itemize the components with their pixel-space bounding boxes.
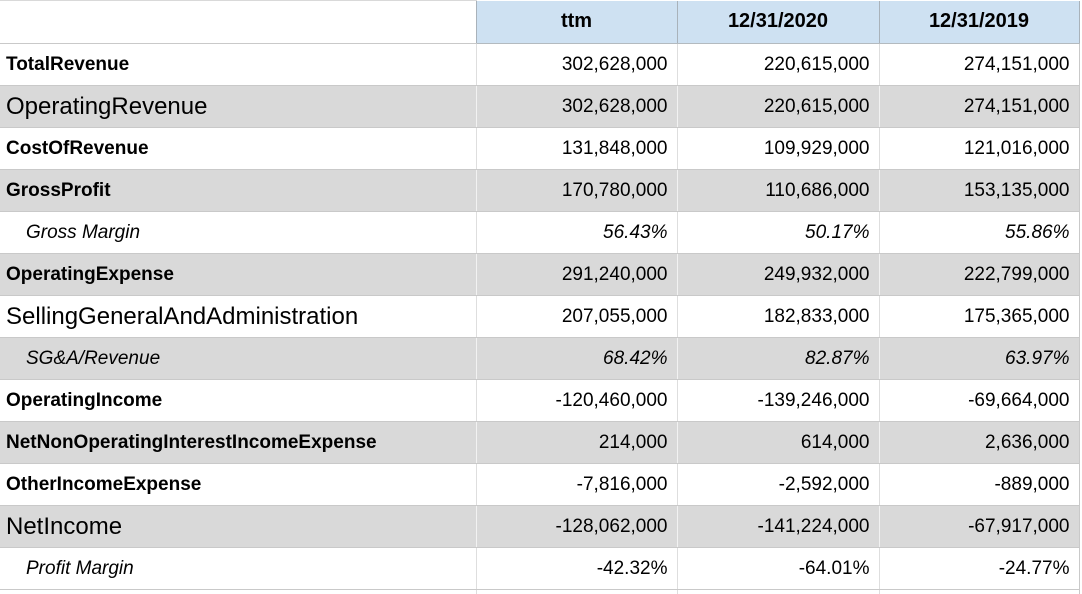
table-row: OperatingExpense 291,240,000 249,932,000… (0, 253, 1080, 296)
cell-value[interactable]: -64.01% (676, 547, 879, 590)
cell-value[interactable]: 220,615,000 (676, 85, 879, 128)
cell-value[interactable]: 121,016,000 (878, 127, 1080, 170)
cell-value[interactable]: 302,628,000 (475, 85, 677, 128)
cell-value[interactable]: 109,929,000 (676, 127, 879, 170)
cell-value[interactable]: -128,062,000 (475, 505, 677, 548)
cell-value[interactable]: 182,833,000 (676, 295, 879, 338)
cell-value[interactable]: 131,848,000 (475, 127, 677, 170)
table-row: CostOfRevenue 131,848,000 109,929,000 12… (0, 127, 1080, 170)
cell-value[interactable]: 56.43% (475, 211, 677, 254)
cell-value[interactable]: 50.17% (676, 211, 879, 254)
cell-value[interactable]: -24.77% (878, 547, 1080, 590)
row-label[interactable]: GrossProfit (0, 169, 476, 212)
table-row: SellingGeneralAndAdministration 207,055,… (0, 295, 1080, 338)
cell-value[interactable]: 153,135,000 (878, 169, 1080, 212)
partial-value-cell (878, 589, 1080, 594)
table-row: Gross Margin 56.43% 50.17% 55.86% (0, 211, 1080, 254)
cell-value[interactable]: 2,636,000 (878, 421, 1080, 464)
cell-value[interactable]: 55.86% (878, 211, 1080, 254)
cell-value[interactable]: 175,365,000 (878, 295, 1080, 338)
header-row: ttm 12/31/2020 12/31/2019 (0, 0, 1080, 44)
cell-value[interactable]: 207,055,000 (475, 295, 677, 338)
table-row: TotalRevenue 302,628,000 220,615,000 274… (0, 43, 1080, 86)
row-label[interactable]: TotalRevenue (0, 43, 476, 86)
header-cell-2020[interactable]: 12/31/2020 (676, 0, 879, 44)
row-label[interactable]: OtherIncomeExpense (0, 463, 476, 506)
row-label[interactable]: OperatingExpense (0, 253, 476, 296)
row-label[interactable]: NetIncome (0, 505, 476, 548)
cell-value[interactable]: 220,615,000 (676, 43, 879, 86)
table-body: TotalRevenue 302,628,000 220,615,000 274… (0, 43, 1080, 590)
partial-value-cell (475, 589, 677, 594)
table-row: OperatingRevenue 302,628,000 220,615,000… (0, 85, 1080, 128)
table-row: NetNonOperatingInterestIncomeExpense 214… (0, 421, 1080, 464)
cell-value[interactable]: 68.42% (475, 337, 677, 380)
row-label[interactable]: OperatingIncome (0, 379, 476, 422)
row-label[interactable]: Gross Margin (0, 211, 476, 254)
cell-value[interactable]: 110,686,000 (676, 169, 879, 212)
table-row: NetIncome -128,062,000 -141,224,000 -67,… (0, 505, 1080, 548)
partial-value-cell (676, 589, 879, 594)
cell-value[interactable]: 222,799,000 (878, 253, 1080, 296)
cell-value[interactable]: 214,000 (475, 421, 677, 464)
partial-next-row (0, 589, 1080, 594)
row-label[interactable]: SG&A/Revenue (0, 337, 476, 380)
table-row: Profit Margin -42.32% -64.01% -24.77% (0, 547, 1080, 590)
cell-value[interactable]: -67,917,000 (878, 505, 1080, 548)
cell-value[interactable]: -7,816,000 (475, 463, 677, 506)
cell-value[interactable]: 614,000 (676, 421, 879, 464)
cell-value[interactable]: 63.97% (878, 337, 1080, 380)
cell-value[interactable]: 302,628,000 (475, 43, 677, 86)
table-row: OperatingIncome -120,460,000 -139,246,00… (0, 379, 1080, 422)
cell-value[interactable]: -69,664,000 (878, 379, 1080, 422)
header-corner-cell[interactable] (0, 0, 476, 44)
cell-value[interactable]: -2,592,000 (676, 463, 879, 506)
cell-value[interactable]: 170,780,000 (475, 169, 677, 212)
cell-value[interactable]: -139,246,000 (676, 379, 879, 422)
cell-value[interactable]: -42.32% (475, 547, 677, 590)
cell-value[interactable]: -120,460,000 (475, 379, 677, 422)
header-cell-ttm[interactable]: ttm (475, 0, 677, 44)
cell-value[interactable]: 274,151,000 (878, 43, 1080, 86)
cell-value[interactable]: 82.87% (676, 337, 879, 380)
cell-value[interactable]: -141,224,000 (676, 505, 879, 548)
partial-label-cell (0, 589, 476, 594)
cell-value[interactable]: 291,240,000 (475, 253, 677, 296)
table-row: OtherIncomeExpense -7,816,000 -2,592,000… (0, 463, 1080, 506)
row-label[interactable]: OperatingRevenue (0, 85, 476, 128)
table-row: SG&A/Revenue 68.42% 82.87% 63.97% (0, 337, 1080, 380)
cell-value[interactable]: 274,151,000 (878, 85, 1080, 128)
table-row: GrossProfit 170,780,000 110,686,000 153,… (0, 169, 1080, 212)
cell-value[interactable]: -889,000 (878, 463, 1080, 506)
row-label[interactable]: CostOfRevenue (0, 127, 476, 170)
row-label[interactable]: NetNonOperatingInterestIncomeExpense (0, 421, 476, 464)
row-label[interactable]: SellingGeneralAndAdministration (0, 295, 476, 338)
cell-value[interactable]: 249,932,000 (676, 253, 879, 296)
header-cell-2019[interactable]: 12/31/2019 (878, 0, 1080, 44)
row-label[interactable]: Profit Margin (0, 547, 476, 590)
